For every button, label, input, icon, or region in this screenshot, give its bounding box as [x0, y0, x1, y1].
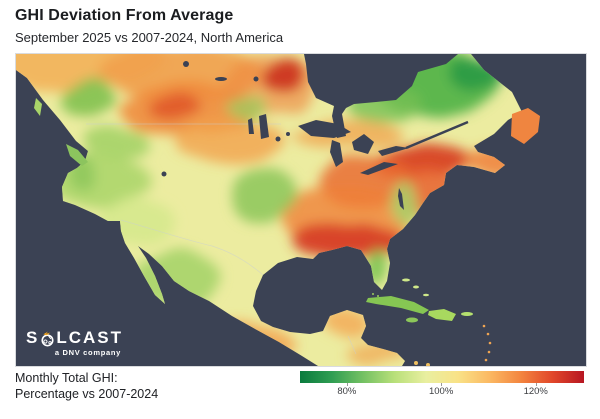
bahamas-islands — [402, 278, 410, 282]
legend-label: Monthly Total GHI: Percentage vs 2007-20… — [15, 370, 158, 402]
lake-athabasca — [215, 77, 227, 81]
jamaica-island — [406, 317, 418, 323]
bc-interior-green-region — [86, 124, 146, 160]
solcast-logo: S LCAST a DNV company — [26, 329, 123, 357]
nwt-orange-region — [101, 54, 261, 100]
colorbar: 80% 100% 120% — [300, 371, 584, 403]
lake-erie — [360, 162, 398, 175]
montana-orange-region — [176, 120, 286, 164]
lesser-antilles-islands — [484, 358, 488, 362]
florida-keys — [377, 295, 379, 297]
great-salt-lake — [161, 171, 167, 177]
lake-michigan — [330, 140, 343, 167]
legend-label-line2: Percentage vs 2007-2024 — [15, 387, 159, 401]
lesser-antilles-islands — [486, 332, 490, 336]
yucatan-orange-region — [324, 309, 368, 335]
colorbar-tickmark — [441, 383, 443, 386]
colorbar-tick-label: 80% — [337, 386, 357, 397]
cuba-island — [366, 296, 429, 314]
ghi-deviation-map — [16, 54, 586, 366]
lesser-antilles-islands — [487, 350, 491, 354]
hispaniola-island — [428, 309, 456, 321]
dnv-tagline: a DNV company — [54, 348, 122, 357]
hudson-bay — [304, 54, 458, 138]
legend-label-line1: Monthly Total GHI: — [15, 371, 118, 385]
bahamas-islands — [413, 285, 419, 289]
small-lake — [286, 132, 290, 136]
page-title: GHI Deviation From Average — [15, 7, 234, 24]
lake-superior — [298, 120, 351, 138]
lake-huron — [352, 134, 374, 154]
islands — [34, 98, 540, 366]
solcast-sun-icon — [40, 331, 55, 347]
vancouver-island — [66, 144, 88, 166]
central-america-coast — [414, 361, 418, 365]
alberta-red-core-region — [146, 95, 202, 119]
lake-ontario — [378, 146, 409, 156]
header: GHI Deviation From Average September 202… — [15, 7, 283, 45]
brand-suffix: LCAST — [56, 328, 124, 347]
page-subtitle: September 2025 vs 2007-2024, North Ameri… — [15, 30, 284, 45]
reindeer-lake — [253, 76, 259, 82]
colorbar-tick-label: 120% — [523, 386, 548, 397]
colorbar-tickmark — [535, 383, 537, 386]
manitoba-red-region — [260, 58, 306, 92]
lake-winnipeg — [259, 114, 269, 139]
plains-green-region — [228, 169, 300, 223]
lake-of-the-woods — [275, 136, 281, 142]
haida-gwaii-island — [34, 98, 42, 116]
colorbar-gradient — [300, 371, 584, 383]
lesser-antilles-islands — [482, 324, 486, 328]
bc-green-region — [60, 79, 116, 119]
map-frame: S LCAST a DNV company — [15, 53, 587, 367]
keewatin-green-region — [226, 93, 266, 119]
lakes — [161, 54, 469, 210]
newfoundland-island — [511, 108, 540, 144]
lake-winnipegosis — [248, 118, 254, 134]
lesser-antilles-islands — [488, 341, 492, 345]
puerto-rico-island — [461, 312, 473, 316]
central-america-coast — [426, 363, 430, 366]
chesapeake-green-region — [391, 181, 417, 223]
chesapeake-bay — [398, 188, 404, 210]
florida-keys — [372, 293, 374, 295]
great-slave-lake — [183, 61, 189, 67]
colorbar-tick-label: 100% — [428, 386, 454, 397]
solcast-wordmark: S LCAST — [26, 329, 123, 346]
brand-prefix: S — [26, 328, 40, 347]
bahamas-islands — [423, 293, 429, 297]
st-lawrence-river — [405, 120, 469, 150]
colorbar-tickmark — [346, 383, 348, 386]
